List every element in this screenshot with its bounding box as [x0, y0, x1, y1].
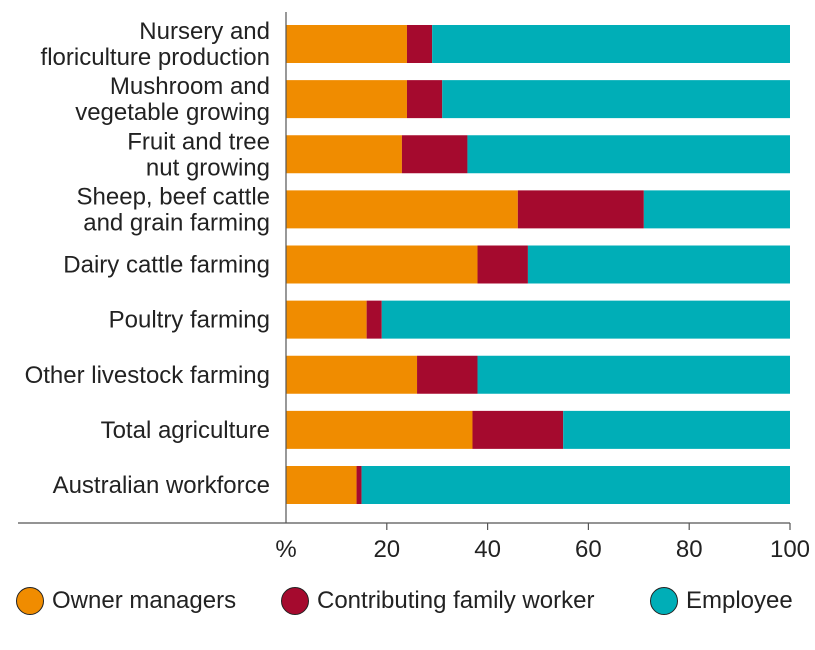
x-axis-unit-label: %: [275, 536, 296, 563]
bar-contributing-family-worker-1: [406, 80, 443, 119]
x-tick-label: 40: [474, 536, 501, 563]
bars-group: [286, 25, 790, 504]
legend-label-owner-managers: Owner managers: [52, 587, 237, 614]
category-label-1: Mushroom and vegetable growing: [75, 73, 270, 126]
legend-swatch-contributing-family-worker: [281, 587, 309, 615]
category-label-line: Total agriculture: [101, 417, 270, 444]
category-label-8: Australian workforce: [53, 472, 270, 499]
category-label-line: Other livestock farming: [25, 362, 270, 389]
bar-contributing-family-worker-2: [401, 135, 468, 174]
category-label-0: Nursery and floriculture production: [41, 18, 270, 71]
stacked-bar-chart: Nursery and floriculture productionMushro…: [18, 12, 810, 563]
bar-employee-8: [361, 466, 790, 504]
bar-contributing-family-worker-4: [477, 245, 528, 284]
bar-contributing-family-worker-6: [417, 355, 478, 394]
bar-contributing-family-worker-5: [366, 300, 382, 339]
bar-employee-4: [527, 245, 790, 284]
category-labels: Nursery and floriculture productionMushro…: [25, 18, 270, 499]
legend-label-employee: Employee: [686, 587, 793, 614]
category-label-line: vegetable growing: [75, 99, 270, 126]
bar-owner-managers-1: [286, 80, 407, 119]
legend-label-contributing-family-worker: Contributing family worker: [317, 587, 595, 614]
bar-owner-managers-8: [286, 466, 357, 504]
category-label-2: Fruit and tree nut growing: [127, 128, 270, 181]
bar-owner-managers-0: [286, 25, 407, 63]
category-label-line: Dairy cattle farming: [63, 252, 270, 279]
category-label-line: Sheep, beef cattle: [77, 183, 270, 210]
bar-employee-2: [467, 135, 790, 174]
x-tick-label: 60: [575, 536, 602, 563]
bar-contributing-family-worker-8: [356, 466, 362, 504]
x-tick-label: 20: [373, 536, 400, 563]
bar-contributing-family-worker-0: [406, 25, 433, 63]
category-label-line: floriculture production: [41, 44, 270, 71]
category-label-4: Dairy cattle farming: [63, 252, 270, 279]
category-label-line: Fruit and tree: [127, 128, 270, 155]
category-label-line: Mushroom and: [110, 73, 270, 100]
bar-owner-managers-3: [286, 190, 518, 229]
bar-owner-managers-7: [286, 410, 473, 449]
bar-employee-3: [643, 190, 790, 229]
bar-owner-managers-2: [286, 135, 402, 174]
legend-item-employee: Employee: [650, 584, 793, 618]
bar-employee-0: [432, 25, 790, 63]
legend-swatch-employee: [650, 587, 678, 615]
bar-owner-managers-6: [286, 355, 418, 394]
category-label-line: nut growing: [146, 154, 270, 181]
bar-employee-7: [563, 410, 790, 449]
x-axis-ticks: 20 40 60 80 100: [373, 523, 810, 563]
category-label-line: Poultry farming: [109, 307, 270, 334]
category-label-line: Nursery and: [139, 18, 270, 45]
bar-contributing-family-worker-3: [517, 190, 644, 229]
bar-employee-5: [381, 300, 790, 339]
category-label-6: Other livestock farming: [25, 362, 270, 389]
bar-employee-1: [442, 80, 790, 119]
category-label-5: Poultry farming: [109, 307, 270, 334]
bar-owner-managers-5: [286, 300, 367, 339]
x-tick-label: 80: [676, 536, 703, 563]
category-label-7: Total agriculture: [101, 417, 270, 444]
bar-contributing-family-worker-7: [472, 410, 564, 449]
category-label-line: and grain farming: [83, 209, 270, 236]
legend-item-owner-managers: Owner managers: [16, 584, 236, 618]
x-tick-label: 100: [770, 536, 810, 563]
legend-swatch-owner-managers: [16, 587, 44, 615]
bar-owner-managers-4: [286, 245, 478, 284]
bar-employee-6: [477, 355, 790, 394]
category-label-line: Australian workforce: [53, 472, 270, 499]
legend: Owner managers Contributing family worke…: [16, 584, 806, 618]
category-label-3: Sheep, beef cattle and grain farming: [77, 183, 270, 236]
legend-item-contributing-family-worker: Contributing family worker: [281, 584, 594, 618]
